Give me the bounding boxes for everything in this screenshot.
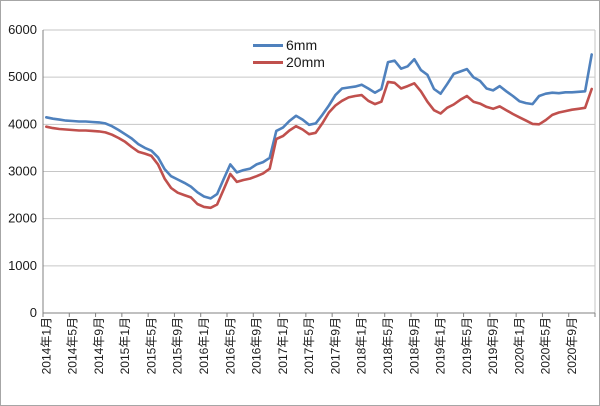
legend-label-20mm: 20mm <box>286 54 325 70</box>
legend-label-6mm: 6mm <box>286 37 318 53</box>
x-tick-label: 2014年9月 <box>92 317 106 374</box>
legend-swatch-6mm <box>253 43 283 47</box>
x-tick-label: 2016年1月 <box>197 317 211 374</box>
legend-item-20mm: 20mm <box>253 55 325 69</box>
x-tick-label: 2014年1月 <box>39 317 53 374</box>
legend-swatch-20mm <box>253 60 283 64</box>
chart-legend: 6mm 20mm <box>253 38 325 69</box>
x-tick-label: 2018年1月 <box>355 317 369 374</box>
x-tick-label: 2014年5月 <box>66 317 80 374</box>
x-tick-label: 2019年9月 <box>486 317 500 374</box>
y-tick-label: 1000 <box>8 258 37 273</box>
x-tick-label: 2016年5月 <box>223 317 237 374</box>
x-tick-label: 2015年5月 <box>144 317 158 374</box>
y-tick-label: 3000 <box>8 164 37 179</box>
x-tick-label: 2015年1月 <box>118 317 132 374</box>
y-tick-label: 6000 <box>8 22 37 37</box>
x-tick-label: 2020年1月 <box>512 317 526 374</box>
x-tick-label: 2017年9月 <box>328 317 342 374</box>
x-tick-label: 2020年9月 <box>565 317 579 374</box>
x-tick-label: 2015年9月 <box>171 317 185 374</box>
series-line-20mm <box>44 80 594 210</box>
y-tick-label: 0 <box>30 305 37 320</box>
x-tick-label: 2019年1月 <box>434 317 448 374</box>
x-tick-label: 2017年5月 <box>302 317 316 374</box>
x-tick-label: 2020年5月 <box>539 317 553 374</box>
series-line-6mm <box>44 53 594 200</box>
x-tick-label: 2017年1月 <box>276 317 290 374</box>
x-tick-label: 2019年5月 <box>460 317 474 374</box>
legend-item-6mm: 6mm <box>253 38 325 52</box>
x-tick-label: 2016年9月 <box>250 317 264 374</box>
x-tick-label: 2018年5月 <box>381 317 395 374</box>
y-tick-label: 5000 <box>8 69 37 84</box>
y-tick-label: 4000 <box>8 116 37 131</box>
y-tick-label: 2000 <box>8 211 37 226</box>
x-tick-label: 2018年9月 <box>407 317 421 374</box>
